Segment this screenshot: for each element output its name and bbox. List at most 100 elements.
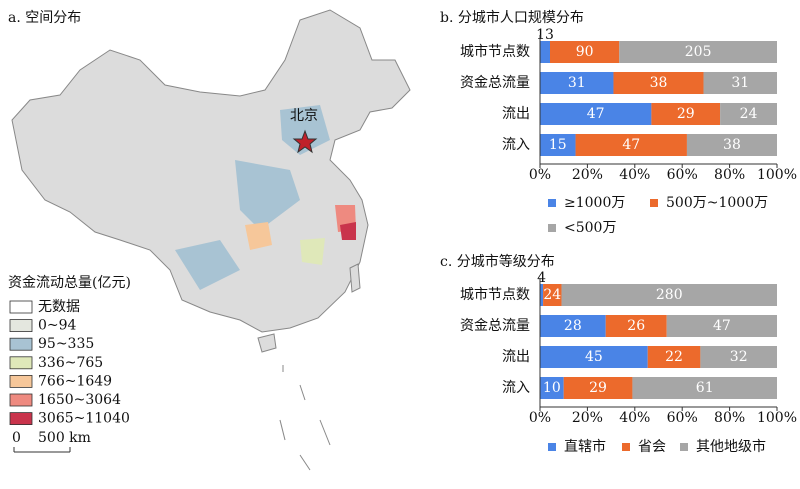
island-line [279,419,286,441]
data-label: 29 [589,380,607,396]
bar-segment [540,72,614,94]
data-label: 47 [622,137,640,153]
x-tick-label: 80% [714,167,745,183]
data-label: 24 [740,106,758,122]
chart-title: b. 分城市人口规模分布 [440,9,584,26]
bar-segment [540,134,576,156]
x-tick-label: 100% [757,410,797,426]
legend-swatch [9,300,33,314]
y-tick-label: 资金总流量 [460,318,530,334]
legend-swatch [9,356,33,370]
legend-swatch [680,443,688,451]
legend-swatch [650,199,658,207]
region [340,222,356,240]
data-label: 38 [723,137,741,153]
island-line [319,419,331,446]
data-label: 205 [685,44,712,60]
bar-segment [605,315,667,337]
y-tick-label: 城市节点数 [460,43,530,60]
x-tick-label: 100% [757,167,797,183]
island [349,263,361,293]
legend-swatch [9,412,33,426]
data-label: 32 [730,349,748,365]
y-tick-label: 流入 [502,380,530,396]
data-label: 10 [543,380,561,396]
y-tick-label: 城市节点数 [460,286,530,303]
chart-title: c. 分城市等级分布 [440,253,555,270]
legend-label: 3065~11040 [38,411,130,427]
data-label: 13 [536,27,554,43]
bar-segment [619,41,777,63]
y-tick-label: 流入 [502,137,530,153]
x-tick-label: 20% [572,167,603,183]
legend-label: 直辖市 [564,438,606,455]
island-line [299,454,311,471]
bar-segment [540,284,544,306]
x-tick-label: 80% [714,410,745,426]
bar-segment [563,377,633,399]
legend-swatch [548,224,556,232]
bar-segment [613,72,704,94]
x-tick-label: 60% [667,410,698,426]
bar-segment [540,103,652,125]
bar-segment [550,41,620,63]
legend-label: 95~335 [38,336,94,352]
x-tick-label: 40% [619,167,650,183]
legend-swatch [9,319,33,333]
data-label: 47 [587,106,605,122]
bar-segment [632,377,777,399]
legend-swatch [9,337,33,351]
data-label: 28 [564,318,582,334]
bar-segment [647,346,701,368]
bar-segment [540,41,551,63]
region [300,238,325,265]
bar-segment [575,134,687,156]
city-label: 北京 [290,108,318,124]
legend-swatch [622,443,630,451]
data-label: 24 [543,287,561,303]
region [175,240,240,290]
data-label: 280 [656,287,683,303]
data-label: 31 [731,75,749,91]
bar-segment [540,346,648,368]
x-tick-label: 40% [619,410,650,426]
y-tick-label: 流出 [502,106,530,122]
legend-label: 其他地级市 [696,438,766,455]
x-tick-label: 0% [529,410,551,426]
bar-segment [543,284,562,306]
x-tick-label: 60% [667,167,698,183]
data-label: 90 [576,44,594,60]
legend-label: 无数据 [38,299,80,315]
x-tick-label: 0% [529,167,551,183]
legend-label: ≥1000万 [564,195,625,211]
capital-star [292,129,318,154]
data-label: 26 [627,318,645,334]
data-label: 15 [549,137,567,153]
island-line [299,384,306,401]
legend-label: 省会 [638,439,666,455]
legend-swatch [548,199,556,207]
bar-segment [561,284,777,306]
data-label: 4 [537,270,546,286]
legend-label: 1650~3064 [38,392,121,408]
bar-segment [703,72,777,94]
legend-label: 0~94 [38,318,77,334]
legend-label: 766~1649 [38,373,112,389]
bar-segment [720,103,777,125]
scale-label: 0 [12,430,21,446]
region [235,160,300,230]
data-label: 29 [677,106,695,122]
legend-label: 336~765 [38,355,103,371]
bar-segment [700,346,777,368]
bar-segment [540,315,606,337]
south-sea-islands [279,365,331,471]
y-tick-label: 资金总流量 [460,75,530,91]
region [245,222,272,250]
bar-segment [540,377,564,399]
map: a. 空间分布 北京 资金流动总量(亿元) 0 500 km 无数据 0~94 95… [8,9,411,471]
data-label: 47 [713,318,731,334]
data-label: 22 [665,349,683,365]
data-label: 38 [650,75,668,91]
